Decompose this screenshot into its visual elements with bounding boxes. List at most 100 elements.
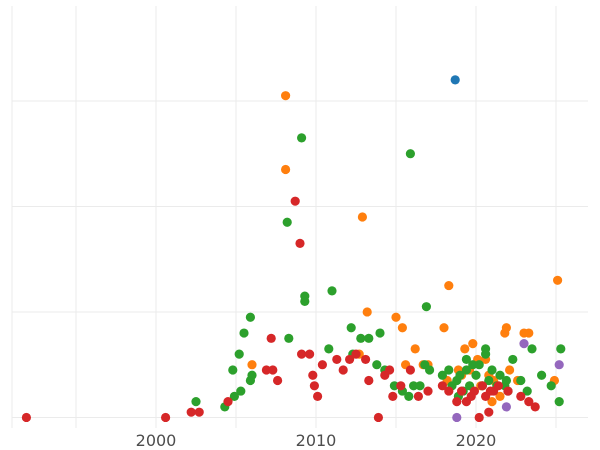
data-point: [404, 391, 414, 401]
data-point: [461, 365, 471, 375]
data-point: [191, 397, 201, 407]
data-point: [391, 312, 401, 322]
data-point: [372, 360, 382, 370]
data-point: [282, 217, 292, 227]
data-point: [413, 391, 423, 401]
data-point: [421, 302, 431, 312]
data-point: [524, 397, 534, 407]
data-point: [425, 365, 435, 375]
data-point: [437, 381, 447, 391]
data-point: [396, 381, 406, 391]
data-point: [444, 365, 454, 375]
data-point: [423, 386, 433, 396]
data-point: [385, 365, 395, 375]
data-point: [556, 344, 566, 354]
data-point: [444, 280, 454, 291]
data-point: [553, 275, 563, 285]
data-point: [324, 344, 334, 354]
data-point: [405, 149, 415, 159]
data-point: [522, 386, 532, 396]
data-point: [530, 402, 540, 412]
data-point: [524, 328, 534, 338]
data-point: [508, 354, 518, 365]
data-point: [505, 365, 515, 375]
data-point: [281, 91, 291, 101]
data-point: [266, 333, 276, 343]
data-point: [397, 323, 407, 333]
points-layer: [21, 75, 566, 423]
data-point: [338, 365, 348, 375]
data-point: [186, 407, 196, 417]
data-point: [410, 344, 420, 354]
data-point: [474, 360, 484, 370]
data-point: [455, 370, 465, 380]
data-point: [519, 339, 529, 349]
data-point: [327, 286, 337, 296]
data-point: [290, 196, 300, 206]
data-point: [297, 133, 307, 143]
data-point: [364, 333, 374, 343]
data-point: [351, 349, 361, 359]
data-point: [239, 328, 249, 338]
data-point: [484, 375, 494, 386]
x-tick-label: 2010: [296, 431, 337, 450]
data-point: [281, 164, 291, 175]
data-point: [452, 412, 462, 423]
data-point: [295, 238, 305, 248]
data-point: [356, 333, 366, 343]
data-point: [554, 360, 564, 370]
data-point: [501, 402, 511, 412]
data-point: [516, 375, 526, 386]
data-point: [452, 397, 462, 407]
data-point: [388, 391, 398, 401]
data-point: [474, 412, 484, 423]
data-point: [305, 349, 315, 359]
data-point: [261, 365, 271, 375]
data-point: [373, 412, 383, 423]
data-point: [460, 344, 470, 354]
data-point: [527, 344, 537, 354]
data-point: [284, 333, 294, 343]
data-point: [317, 360, 327, 370]
data-point: [469, 386, 479, 396]
data-point: [313, 391, 323, 401]
data-point: [457, 386, 467, 396]
data-point: [415, 381, 425, 391]
data-point: [268, 365, 278, 375]
data-point: [468, 339, 478, 349]
data-point: [194, 407, 204, 417]
data-point: [501, 323, 511, 333]
x-tick-label: 2000: [136, 431, 177, 450]
data-point: [405, 365, 415, 375]
data-point: [161, 412, 171, 423]
data-point: [495, 370, 505, 380]
data-point: [297, 349, 307, 359]
data-point: [493, 381, 503, 391]
data-point: [537, 370, 547, 380]
data-point: [375, 328, 385, 338]
data-point: [487, 365, 497, 375]
data-point: [471, 370, 481, 380]
data-point: [236, 386, 246, 396]
data-point: [516, 391, 526, 401]
data-point: [389, 381, 399, 391]
data-point: [332, 354, 342, 365]
data-point: [228, 365, 238, 375]
data-point: [247, 360, 257, 370]
tick-layer: 2000 2010 2020: [136, 431, 497, 450]
data-point: [495, 391, 505, 401]
data-point: [273, 375, 283, 386]
data-point: [409, 381, 419, 391]
data-point: [485, 386, 495, 396]
data-point: [554, 397, 564, 407]
data-point: [21, 412, 31, 423]
data-point: [439, 323, 449, 333]
data-point: [345, 354, 355, 365]
data-point: [361, 354, 371, 365]
data-point: [247, 370, 257, 380]
data-point: [477, 381, 487, 391]
data-point: [487, 397, 497, 407]
data-point: [364, 375, 374, 386]
data-point: [461, 354, 471, 365]
